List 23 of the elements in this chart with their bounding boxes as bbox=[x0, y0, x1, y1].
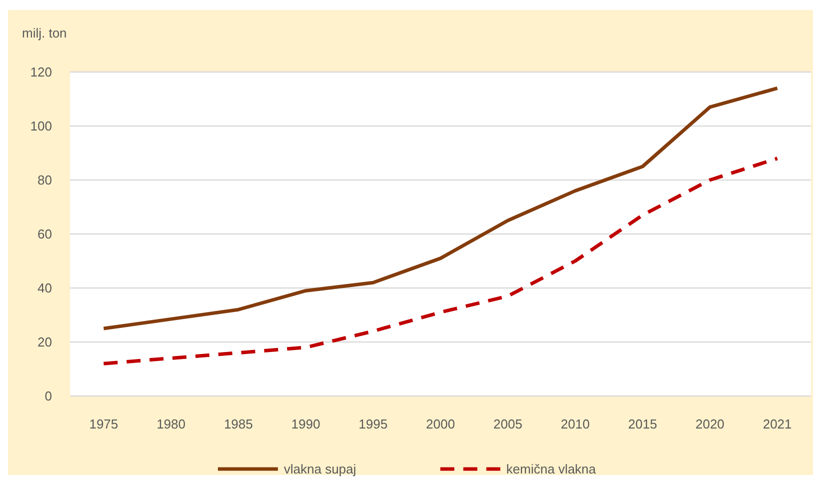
y-tick-label: 100 bbox=[30, 118, 52, 134]
x-tick-label: 1985 bbox=[224, 416, 253, 432]
y-tick-label: 60 bbox=[38, 226, 52, 242]
x-tick-label: 2021 bbox=[762, 416, 792, 432]
x-tick-label: 1980 bbox=[156, 416, 186, 432]
y-tick-label: 20 bbox=[38, 334, 52, 350]
x-tick-label: 2015 bbox=[628, 416, 658, 432]
line-series bbox=[102, 86, 780, 330]
y-tick-label: 80 bbox=[38, 172, 52, 188]
x-tick-label: 1990 bbox=[291, 416, 320, 432]
x-tick-label: 2020 bbox=[695, 416, 724, 432]
legend-label: kemična vlakna bbox=[506, 462, 597, 477]
line-series bbox=[102, 156, 780, 366]
x-tick-label: 1995 bbox=[358, 416, 388, 432]
legend-label: vlakna supaj bbox=[284, 462, 356, 477]
x-tick-label: 2000 bbox=[426, 416, 455, 432]
y-tick-label: 40 bbox=[38, 280, 52, 296]
x-tick-label: 1975 bbox=[89, 416, 118, 432]
y-tick-label: 0 bbox=[44, 388, 52, 404]
y-tick-label: 120 bbox=[30, 64, 52, 80]
y-axis-title: milj. ton bbox=[22, 26, 67, 41]
x-tick-label: 2005 bbox=[493, 416, 522, 432]
x-tick-label: 2010 bbox=[560, 416, 590, 432]
